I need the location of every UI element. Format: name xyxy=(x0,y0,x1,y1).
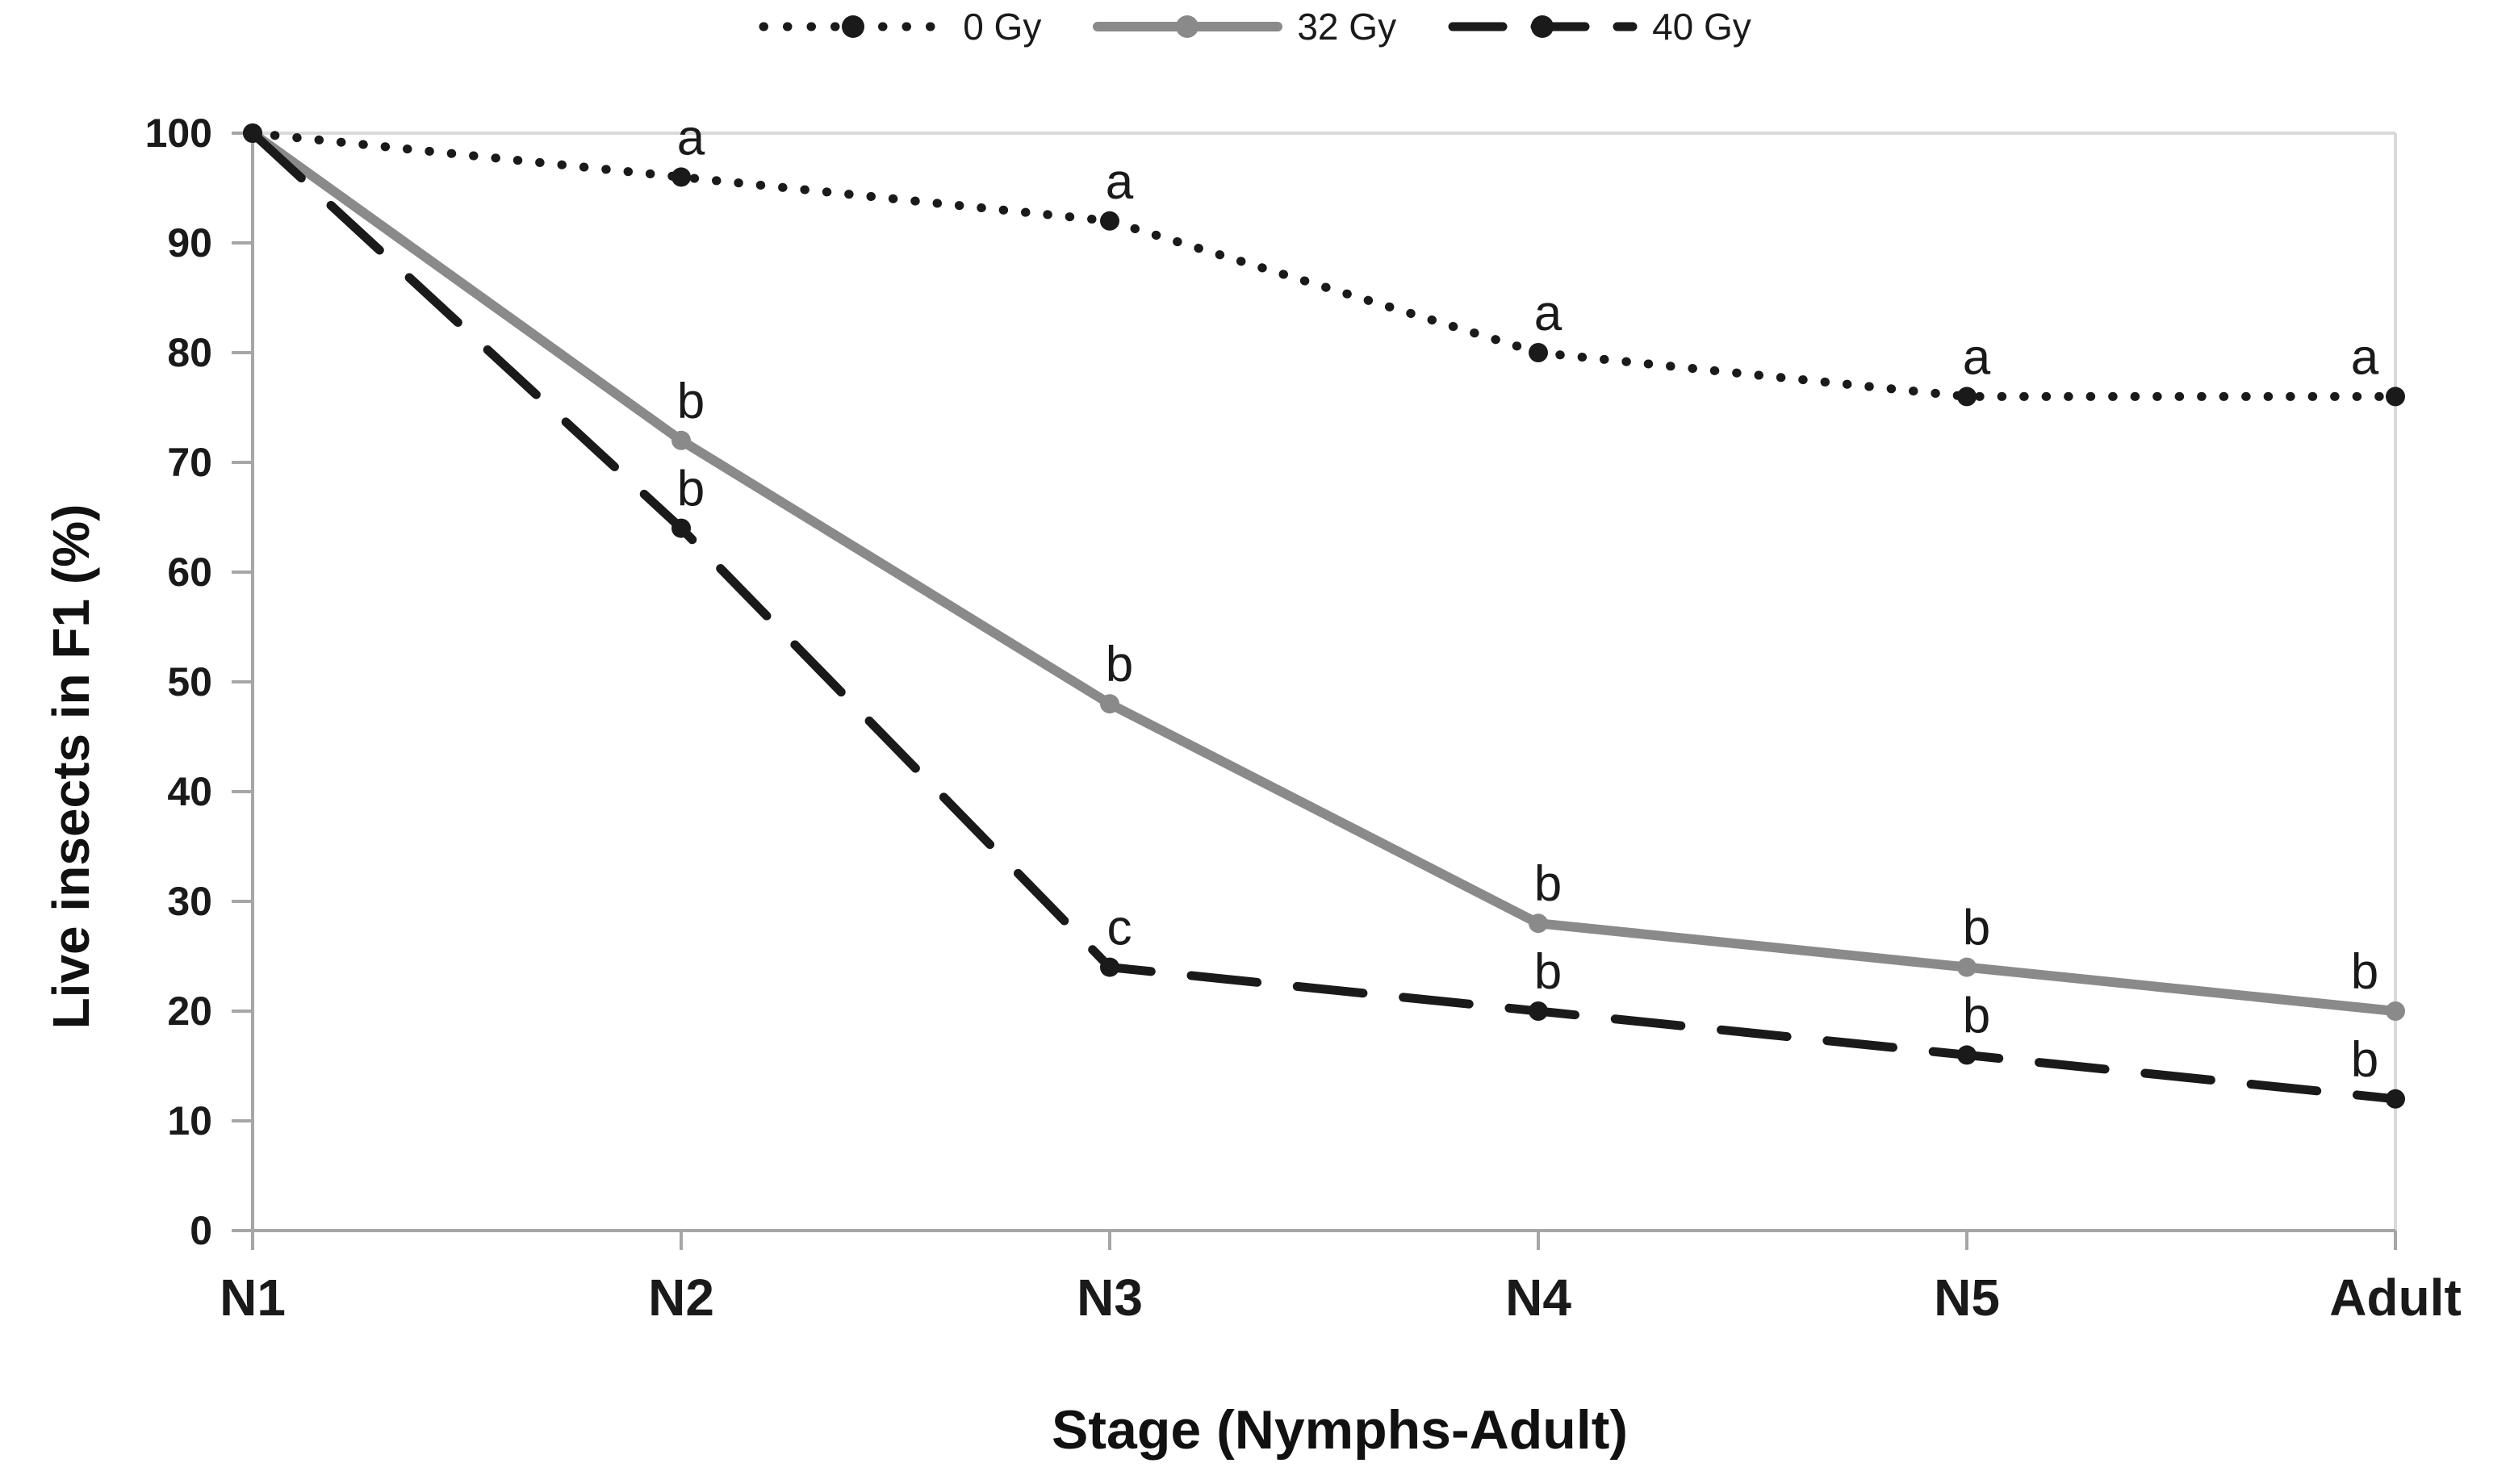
y-tick-label: 10 xyxy=(167,1098,212,1143)
legend-line-sample-dashed-icon xyxy=(1448,15,1638,38)
series-line-32-gy xyxy=(248,128,2400,1016)
point-label: a xyxy=(1106,154,1134,210)
x-category-label: N3 xyxy=(1077,1269,1143,1327)
x-category-label: N1 xyxy=(220,1269,286,1327)
y-tick-label: 0 xyxy=(190,1208,212,1253)
legend-label: 0 Gy xyxy=(963,6,1042,48)
y-tick-label: 20 xyxy=(167,989,212,1034)
point-label: b xyxy=(1534,856,1562,912)
data-point-marker xyxy=(1529,343,1548,362)
data-point-marker xyxy=(2386,387,2405,407)
legend-sample-marker xyxy=(842,15,865,38)
legend-label: 32 Gy xyxy=(1297,6,1397,48)
point-label: a xyxy=(1963,329,1991,385)
data-point-marker xyxy=(1529,1001,1548,1021)
legend-sample-marker xyxy=(1531,15,1554,38)
y-tick-label: 100 xyxy=(145,111,212,156)
legend-item-40-gy: 40 Gy xyxy=(1448,8,1751,45)
legend-sample-marker xyxy=(1176,15,1199,38)
x-category-label: Adult xyxy=(2329,1269,2462,1327)
y-tick-label: 70 xyxy=(167,440,212,485)
legend-line-sample-dotted-icon xyxy=(759,15,948,38)
x-axis-title: Stage (Nymphs-Adult) xyxy=(1052,1399,1628,1461)
point-label: b xyxy=(1963,988,1990,1043)
y-tick-label: 30 xyxy=(167,879,212,924)
point-label: b xyxy=(1106,637,1133,692)
point-label: b xyxy=(677,462,705,517)
data-point-marker xyxy=(2386,1001,2405,1021)
point-label: b xyxy=(1534,944,1562,1000)
legend: 0 Gy 32 Gy 40 Gy xyxy=(0,8,2510,45)
legend-label: 40 Gy xyxy=(1652,6,1751,48)
legend-line-sample-solid-icon xyxy=(1093,15,1283,38)
data-point-marker xyxy=(1100,957,1119,977)
y-tick-label: 40 xyxy=(167,769,212,814)
y-tick-label: 60 xyxy=(167,550,212,595)
point-label: a xyxy=(2351,329,2379,385)
legend-item-32-gy: 32 Gy xyxy=(1093,8,1396,45)
legend-item-0-gy: 0 Gy xyxy=(759,8,1041,45)
data-point-marker xyxy=(1957,1045,1977,1065)
y-tick-label: 80 xyxy=(167,330,212,375)
point-label: c xyxy=(1107,901,1132,956)
data-point-marker xyxy=(1957,387,1977,407)
series-line-40-gy xyxy=(248,128,2400,1104)
x-category-label: N4 xyxy=(1505,1269,1571,1327)
data-point-marker xyxy=(1957,957,1977,977)
x-category-label: N5 xyxy=(1934,1269,2000,1327)
data-point-marker xyxy=(671,167,691,187)
y-tick-label: 50 xyxy=(167,659,212,704)
data-point-marker xyxy=(1100,211,1119,231)
series-line-0-gy xyxy=(248,128,2400,401)
point-label: b xyxy=(677,374,705,429)
data-point-marker xyxy=(2386,1089,2405,1109)
data-point-marker xyxy=(671,518,691,538)
x-category-label: N2 xyxy=(648,1269,714,1327)
data-point-marker xyxy=(671,430,691,450)
point-label: b xyxy=(2351,1032,2378,1088)
data-point-marker xyxy=(1529,913,1548,934)
data-point-marker xyxy=(243,123,262,143)
data-point-marker xyxy=(1100,694,1119,714)
point-label: a xyxy=(677,110,705,165)
point-label: a xyxy=(1534,286,1562,341)
point-label: b xyxy=(1963,901,1990,956)
point-label: b xyxy=(2351,944,2378,1000)
y-tick-label: 90 xyxy=(167,220,212,265)
